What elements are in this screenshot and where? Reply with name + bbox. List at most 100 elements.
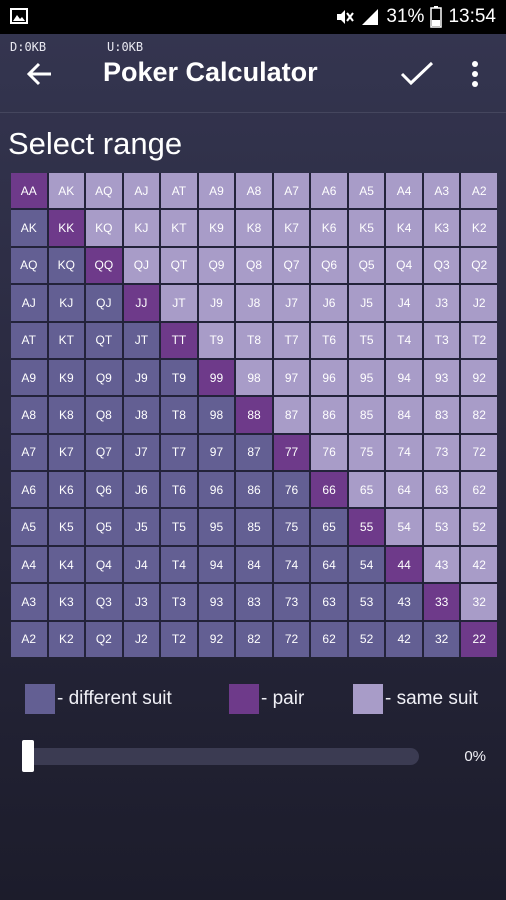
hand-cell-72-suited[interactable]: 72: [461, 434, 497, 471]
hand-cell-Q5-suited[interactable]: Q5: [348, 247, 385, 284]
hand-cell-76-offsuit[interactable]: 76: [273, 472, 310, 508]
hand-cell-62-suited[interactable]: 62: [461, 472, 497, 508]
hand-cell-72-offsuit[interactable]: 72: [273, 621, 310, 657]
hand-cell-T7-offsuit[interactable]: T7: [161, 434, 197, 471]
hand-cell-T2-suited[interactable]: T2: [461, 322, 497, 358]
hand-cell-T4-offsuit[interactable]: T4: [161, 546, 197, 583]
hand-cell-97-suited[interactable]: 97: [273, 359, 310, 396]
hand-cell-A2-suited[interactable]: A2: [461, 173, 497, 209]
hand-cell-K4-suited[interactable]: K4: [386, 210, 422, 246]
hand-cell-J3-offsuit[interactable]: J3: [123, 584, 160, 620]
hand-cell-KT-offsuit[interactable]: KT: [48, 322, 85, 358]
hand-cell-A9-suited[interactable]: A9: [198, 173, 235, 209]
hand-cell-QQ-pair[interactable]: QQ: [86, 247, 122, 284]
hand-cell-K8-offsuit[interactable]: K8: [48, 397, 85, 433]
hand-cell-KT-suited[interactable]: KT: [161, 210, 197, 246]
hand-cell-K3-offsuit[interactable]: K3: [48, 584, 85, 620]
hand-cell-Q2-suited[interactable]: Q2: [461, 247, 497, 284]
hand-cell-KK-pair[interactable]: KK: [48, 210, 85, 246]
hand-cell-KQ-offsuit[interactable]: KQ: [48, 247, 85, 284]
hand-cell-T6-suited[interactable]: T6: [311, 322, 347, 358]
hand-cell-QJ-suited[interactable]: QJ: [123, 247, 160, 284]
hand-cell-96-offsuit[interactable]: 96: [198, 472, 235, 508]
hand-cell-JT-offsuit[interactable]: JT: [123, 322, 160, 358]
range-slider-track[interactable]: [27, 748, 419, 765]
hand-cell-KQ-suited[interactable]: KQ: [86, 210, 122, 246]
hand-cell-A4-suited[interactable]: A4: [386, 173, 422, 209]
hand-cell-95-suited[interactable]: 95: [348, 359, 385, 396]
hand-cell-T3-offsuit[interactable]: T3: [161, 584, 197, 620]
hand-cell-AT-suited[interactable]: AT: [161, 173, 197, 209]
hand-cell-43-suited[interactable]: 43: [423, 546, 460, 583]
hand-cell-K6-suited[interactable]: K6: [311, 210, 347, 246]
hand-cell-73-offsuit[interactable]: 73: [273, 584, 310, 620]
hand-cell-K9-suited[interactable]: K9: [198, 210, 235, 246]
hand-cell-Q8-offsuit[interactable]: Q8: [86, 397, 122, 433]
hand-cell-K5-suited[interactable]: K5: [348, 210, 385, 246]
hand-cell-95-offsuit[interactable]: 95: [198, 509, 235, 545]
hand-cell-94-offsuit[interactable]: 94: [198, 546, 235, 583]
hand-cell-J6-offsuit[interactable]: J6: [123, 472, 160, 508]
hand-cell-64-suited[interactable]: 64: [386, 472, 422, 508]
hand-cell-84-suited[interactable]: 84: [386, 397, 422, 433]
hand-cell-83-offsuit[interactable]: 83: [236, 584, 272, 620]
hand-cell-A3-offsuit[interactable]: A3: [11, 584, 47, 620]
hand-cell-75-suited[interactable]: 75: [348, 434, 385, 471]
hand-cell-74-suited[interactable]: 74: [386, 434, 422, 471]
hand-cell-T8-suited[interactable]: T8: [236, 322, 272, 358]
hand-cell-A7-offsuit[interactable]: A7: [11, 434, 47, 471]
hand-cell-A2-offsuit[interactable]: A2: [11, 621, 47, 657]
hand-cell-AQ-offsuit[interactable]: AQ: [11, 247, 47, 284]
hand-cell-J7-suited[interactable]: J7: [273, 285, 310, 321]
hand-cell-A6-suited[interactable]: A6: [311, 173, 347, 209]
hand-cell-J6-suited[interactable]: J6: [311, 285, 347, 321]
hand-cell-54-offsuit[interactable]: 54: [348, 546, 385, 583]
hand-cell-22-pair[interactable]: 22: [461, 621, 497, 657]
hand-cell-Q3-offsuit[interactable]: Q3: [86, 584, 122, 620]
hand-cell-43-offsuit[interactable]: 43: [386, 584, 422, 620]
hand-cell-J4-suited[interactable]: J4: [386, 285, 422, 321]
hand-cell-QT-suited[interactable]: QT: [161, 247, 197, 284]
hand-cell-53-suited[interactable]: 53: [423, 509, 460, 545]
check-icon[interactable]: [400, 61, 434, 87]
hand-cell-96-suited[interactable]: 96: [311, 359, 347, 396]
hand-cell-84-offsuit[interactable]: 84: [236, 546, 272, 583]
hand-cell-99-pair[interactable]: 99: [198, 359, 235, 396]
hand-cell-KJ-suited[interactable]: KJ: [123, 210, 160, 246]
hand-cell-KJ-offsuit[interactable]: KJ: [48, 285, 85, 321]
hand-cell-92-offsuit[interactable]: 92: [198, 621, 235, 657]
hand-cell-97-offsuit[interactable]: 97: [198, 434, 235, 471]
hand-cell-T3-suited[interactable]: T3: [423, 322, 460, 358]
hand-cell-Q9-suited[interactable]: Q9: [198, 247, 235, 284]
hand-cell-K6-offsuit[interactable]: K6: [48, 472, 85, 508]
hand-cell-A3-suited[interactable]: A3: [423, 173, 460, 209]
hand-cell-QJ-offsuit[interactable]: QJ: [86, 285, 122, 321]
hand-cell-64-offsuit[interactable]: 64: [311, 546, 347, 583]
hand-cell-Q2-offsuit[interactable]: Q2: [86, 621, 122, 657]
hand-cell-Q6-suited[interactable]: Q6: [311, 247, 347, 284]
hand-cell-54-suited[interactable]: 54: [386, 509, 422, 545]
hand-cell-AQ-suited[interactable]: AQ: [86, 173, 122, 209]
hand-cell-QT-offsuit[interactable]: QT: [86, 322, 122, 358]
hand-cell-AT-offsuit[interactable]: AT: [11, 322, 47, 358]
hand-cell-A4-offsuit[interactable]: A4: [11, 546, 47, 583]
hand-cell-K8-suited[interactable]: K8: [236, 210, 272, 246]
hand-cell-K2-suited[interactable]: K2: [461, 210, 497, 246]
hand-cell-AJ-offsuit[interactable]: AJ: [11, 285, 47, 321]
hand-cell-92-suited[interactable]: 92: [461, 359, 497, 396]
hand-cell-42-suited[interactable]: 42: [461, 546, 497, 583]
hand-cell-K4-offsuit[interactable]: K4: [48, 546, 85, 583]
hand-cell-A8-offsuit[interactable]: A8: [11, 397, 47, 433]
hand-cell-74-offsuit[interactable]: 74: [273, 546, 310, 583]
hand-cell-K7-suited[interactable]: K7: [273, 210, 310, 246]
hand-cell-32-suited[interactable]: 32: [461, 584, 497, 620]
hand-cell-76-suited[interactable]: 76: [311, 434, 347, 471]
hand-cell-32-offsuit[interactable]: 32: [423, 621, 460, 657]
hand-cell-87-suited[interactable]: 87: [273, 397, 310, 433]
hand-cell-JJ-pair[interactable]: JJ: [123, 285, 160, 321]
hand-cell-83-suited[interactable]: 83: [423, 397, 460, 433]
hand-cell-J7-offsuit[interactable]: J7: [123, 434, 160, 471]
hand-cell-65-offsuit[interactable]: 65: [311, 509, 347, 545]
hand-cell-J9-suited[interactable]: J9: [198, 285, 235, 321]
hand-cell-98-offsuit[interactable]: 98: [198, 397, 235, 433]
